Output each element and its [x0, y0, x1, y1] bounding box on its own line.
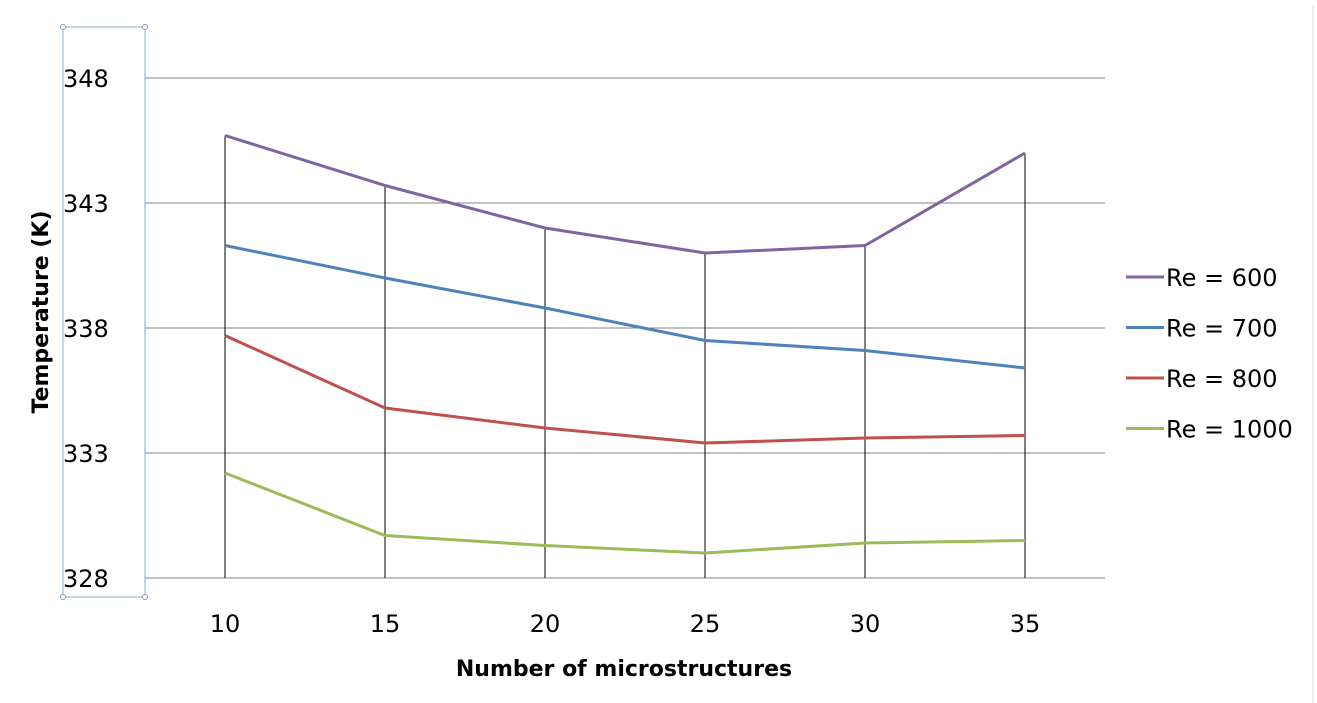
x-axis-title: Number of microstructures [456, 657, 792, 682]
y-tick-labels: 328 333 338 343 348 [63, 65, 109, 593]
series-line-3 [224, 334, 1026, 445]
legend-label: Re = 1000 [1166, 416, 1293, 444]
x-tick-label: 15 [370, 610, 401, 638]
x-tick-label: 10 [210, 610, 241, 638]
y-tick-label: 348 [63, 65, 109, 93]
selection-box-rect [62, 26, 146, 598]
series-line-4 [224, 471, 1026, 555]
selection-handle-bottom-right[interactable] [142, 594, 148, 600]
y-tick-label: 328 [63, 565, 109, 593]
legend-label: Re = 800 [1166, 365, 1278, 393]
y-tick-label: 343 [63, 190, 109, 218]
y-axis-title: Temperature (K) [29, 210, 54, 413]
axis-title-selection-box[interactable] [60, 24, 148, 600]
selection-handle-top-left[interactable] [60, 24, 66, 30]
gridlines [145, 77, 1105, 579]
series-line-2 [224, 244, 1026, 370]
x-tick-label: 35 [1010, 610, 1041, 638]
legend-label: Re = 600 [1166, 264, 1278, 292]
legend-label: Re = 700 [1166, 315, 1278, 343]
selection-handle-top-right[interactable] [142, 24, 148, 30]
y-tick-label: 333 [63, 440, 109, 468]
x-tick-label: 25 [690, 610, 721, 638]
series-line-1 [224, 134, 1026, 255]
x-tick-label: 20 [530, 610, 561, 638]
selection-handle-bottom-left[interactable] [60, 594, 66, 600]
legend: Re = 600 Re = 700 Re = 800 Re = 1000 [1126, 264, 1293, 444]
drop-lines [224, 135, 1026, 578]
x-tick-labels: 10 15 20 25 30 35 [210, 610, 1041, 638]
series-lines [224, 134, 1026, 555]
x-tick-label: 30 [850, 610, 881, 638]
y-tick-label: 338 [63, 315, 109, 343]
